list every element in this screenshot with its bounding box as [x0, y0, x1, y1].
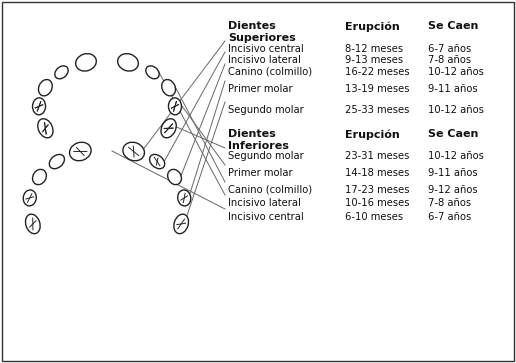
- Ellipse shape: [118, 54, 138, 71]
- Text: Segundo molar: Segundo molar: [228, 105, 304, 115]
- Text: Primer molar: Primer molar: [228, 168, 293, 178]
- Text: 23-31 meses: 23-31 meses: [345, 151, 409, 161]
- Text: 9-11 años: 9-11 años: [428, 168, 478, 178]
- Text: Canino (colmillo): Canino (colmillo): [228, 185, 312, 195]
- Text: 13-19 meses: 13-19 meses: [345, 84, 410, 94]
- Text: 6-10 meses: 6-10 meses: [345, 212, 403, 222]
- Text: 10-12 años: 10-12 años: [428, 105, 484, 115]
- Ellipse shape: [23, 190, 36, 206]
- Text: Incisivo lateral: Incisivo lateral: [228, 55, 301, 65]
- Text: 25-33 meses: 25-33 meses: [345, 105, 409, 115]
- Text: Primer molar: Primer molar: [228, 84, 293, 94]
- Text: Dientes
Inferiores: Dientes Inferiores: [228, 129, 289, 151]
- Ellipse shape: [168, 98, 182, 115]
- Text: Se Caen: Se Caen: [428, 129, 478, 139]
- Text: Incisivo lateral: Incisivo lateral: [228, 198, 301, 208]
- Ellipse shape: [39, 79, 52, 96]
- Ellipse shape: [178, 190, 191, 206]
- Text: Incisivo central: Incisivo central: [228, 44, 304, 54]
- Text: 8-12 meses: 8-12 meses: [345, 44, 403, 54]
- Ellipse shape: [123, 142, 144, 161]
- Ellipse shape: [161, 119, 176, 138]
- Text: 10-12 años: 10-12 años: [428, 151, 484, 161]
- Text: 9-11 años: 9-11 años: [428, 84, 478, 94]
- Ellipse shape: [38, 119, 53, 138]
- Text: 10-16 meses: 10-16 meses: [345, 198, 410, 208]
- Text: 17-23 meses: 17-23 meses: [345, 185, 410, 195]
- Text: 10-12 años: 10-12 años: [428, 67, 484, 77]
- Text: Se Caen: Se Caen: [428, 21, 478, 31]
- Text: Erupción: Erupción: [345, 21, 400, 32]
- Text: 9-12 años: 9-12 años: [428, 185, 478, 195]
- Ellipse shape: [25, 214, 40, 234]
- Ellipse shape: [50, 154, 64, 169]
- Text: Dientes
Superiores: Dientes Superiores: [228, 21, 296, 42]
- Text: Canino (colmillo): Canino (colmillo): [228, 67, 312, 77]
- Ellipse shape: [55, 66, 68, 79]
- Text: 9-13 meses: 9-13 meses: [345, 55, 403, 65]
- Ellipse shape: [150, 154, 165, 169]
- Text: 6-7 años: 6-7 años: [428, 44, 471, 54]
- Ellipse shape: [174, 214, 188, 234]
- Text: 16-22 meses: 16-22 meses: [345, 67, 410, 77]
- Ellipse shape: [76, 54, 96, 71]
- Text: Incisivo central: Incisivo central: [228, 212, 304, 222]
- Ellipse shape: [33, 170, 46, 185]
- Text: Erupción: Erupción: [345, 129, 400, 139]
- Ellipse shape: [33, 98, 45, 115]
- Text: 7-8 años: 7-8 años: [428, 55, 471, 65]
- Ellipse shape: [70, 142, 91, 161]
- Text: 14-18 meses: 14-18 meses: [345, 168, 409, 178]
- Ellipse shape: [162, 79, 175, 96]
- Text: 6-7 años: 6-7 años: [428, 212, 471, 222]
- Text: Segundo molar: Segundo molar: [228, 151, 304, 161]
- Ellipse shape: [146, 66, 159, 79]
- Ellipse shape: [168, 170, 182, 185]
- Text: 7-8 años: 7-8 años: [428, 198, 471, 208]
